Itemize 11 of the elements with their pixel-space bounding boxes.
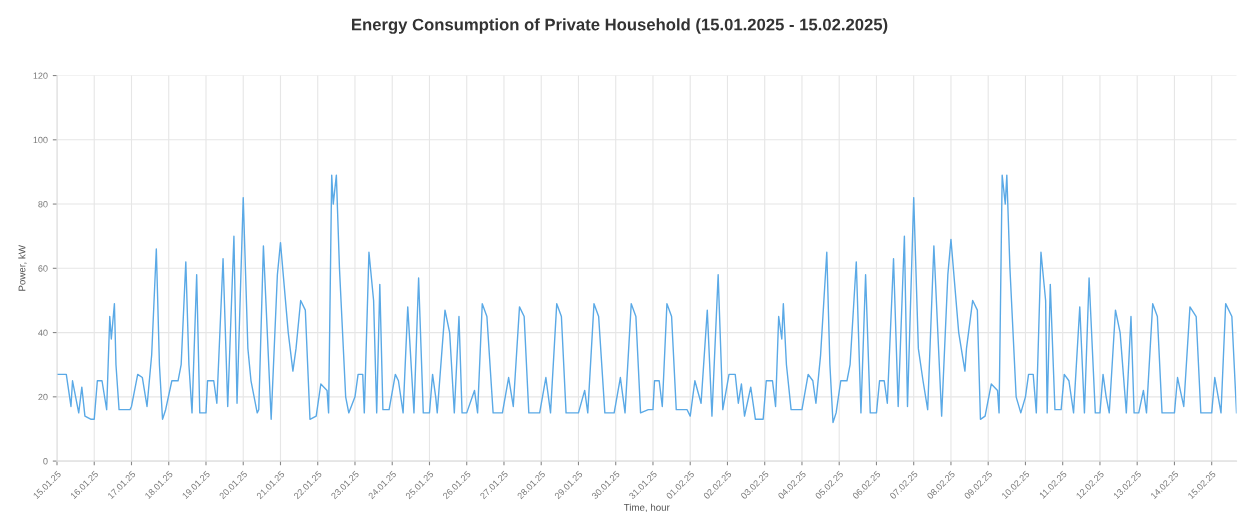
y-tick-label: 0 [43,458,48,465]
y-tick-label: 20 [38,393,48,401]
y-tick-label: 60 [38,265,48,272]
y-tick-label: 80 [38,201,48,208]
x-axis-title: Time, hour [623,503,670,512]
y-axis-title: Power, kW [18,245,27,291]
chart-title: Energy Consumption of Private Household (15.01.2025 - 15.02.2025) [352,18,888,34]
y-tick-label: 40 [38,329,48,336]
line-series [56,174,1237,424]
y-tick-label: 100 [33,136,48,144]
y-tick-label: 120 [33,72,48,79]
